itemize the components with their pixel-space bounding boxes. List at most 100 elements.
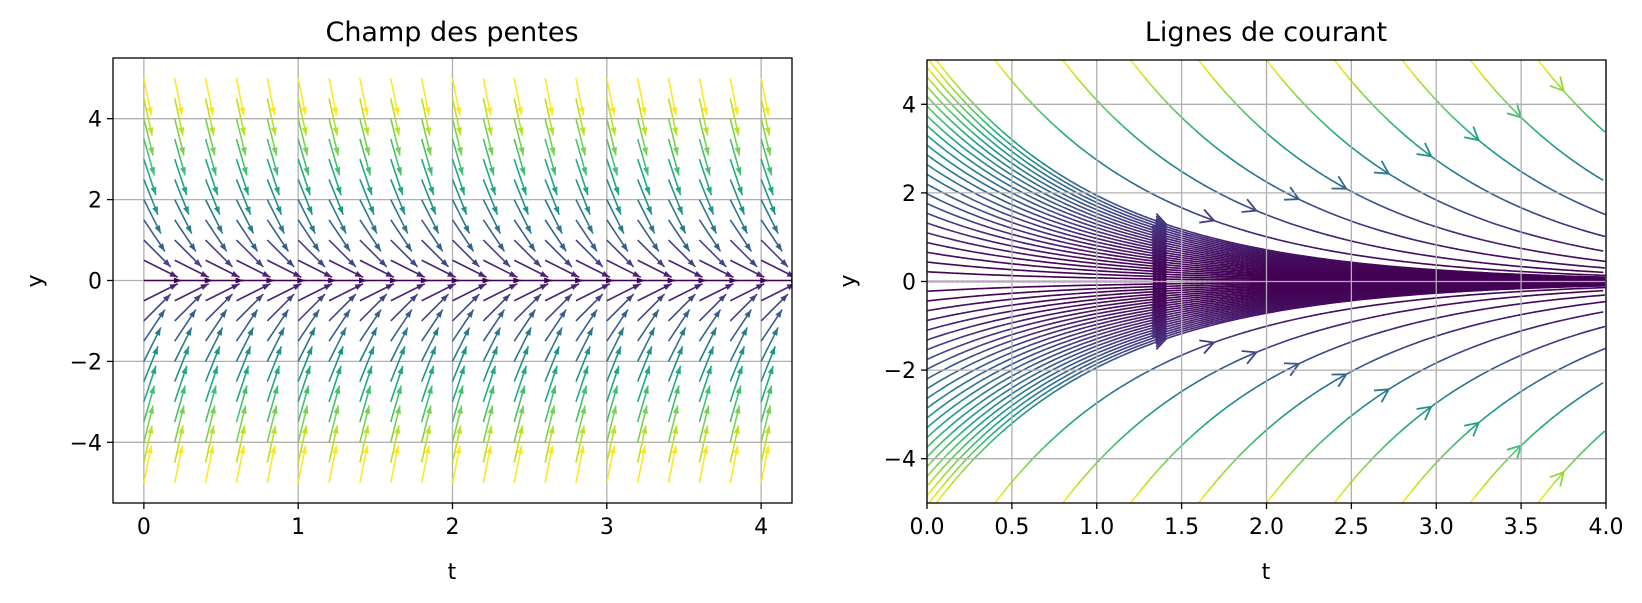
- slope-arrow: [544, 138, 557, 176]
- slope-arrow: [729, 219, 753, 252]
- streamline-segment: [1038, 314, 1045, 318]
- streamline-segment: [1297, 301, 1305, 305]
- streamline-segment: [1038, 324, 1045, 328]
- streamline-segment: [1297, 305, 1305, 308]
- slope-arrow: [606, 78, 616, 116]
- streamline-segment: [1073, 308, 1081, 311]
- streamline-segment: [987, 346, 995, 351]
- streamline-segment: [1038, 373, 1045, 379]
- streamline-segment: [1022, 371, 1030, 376]
- streamline-segment: [977, 244, 984, 248]
- streamline-segment: [1022, 334, 1030, 338]
- streamline-segment: [1124, 333, 1132, 337]
- streamline-segment: [997, 299, 1005, 302]
- slope-arrow: [760, 284, 792, 302]
- slope-arrow: [760, 309, 783, 342]
- slope-arrow: [544, 346, 560, 382]
- streamline-segment: [1185, 313, 1193, 317]
- slope-arrow: [606, 158, 620, 196]
- streamline-segment: [1033, 244, 1040, 248]
- slope-arrow: [698, 239, 727, 268]
- streamline-segment: [1262, 301, 1269, 304]
- streamline-segment: [1058, 262, 1066, 265]
- streamline-segment: [1063, 254, 1071, 258]
- streamline-segment: [946, 364, 954, 369]
- streamline-segment: [1175, 313, 1183, 316]
- streamline-segment: [1109, 312, 1117, 316]
- streamline-segment: [1012, 309, 1020, 312]
- streamline-segment: [1272, 310, 1280, 313]
- streamline-segment: [1033, 254, 1040, 258]
- streamline-segment: [1119, 341, 1127, 345]
- streamline-segment: [1114, 355, 1122, 360]
- streamline-segment: [1002, 383, 1010, 388]
- streamline-segment: [972, 213, 979, 218]
- slope-arrow: [729, 445, 740, 483]
- slope-arrow: [204, 219, 228, 252]
- slope-arrow: [606, 327, 625, 362]
- streamline-segment: [1063, 314, 1071, 317]
- streamline-segment: [1287, 307, 1295, 311]
- slope-arrow: [760, 365, 774, 403]
- streamline-segment: [1282, 299, 1290, 302]
- streamline-segment: [1104, 343, 1112, 348]
- streamline-segment: [1109, 303, 1117, 306]
- slope-arrow: [513, 385, 526, 423]
- slope-arrow: [328, 179, 344, 215]
- streamline-segment: [1231, 313, 1239, 317]
- slope-arrow: [636, 179, 653, 215]
- streamline-segment: [1022, 355, 1030, 360]
- streamline-segment: [1236, 301, 1244, 305]
- slope-arrow: [699, 283, 734, 302]
- slope-arrow: [420, 405, 432, 443]
- streamline-segment: [1333, 297, 1341, 300]
- streamline-segment: [1145, 304, 1152, 307]
- streamline-segment: [1038, 305, 1045, 308]
- streamline-segment: [992, 214, 1000, 219]
- streamline-segment: [1247, 302, 1254, 305]
- streamline-segment: [1180, 327, 1188, 331]
- slope-arrow: [173, 118, 185, 156]
- slope-arrow: [606, 118, 618, 156]
- streamline-segment: [1038, 378, 1045, 384]
- streamline-segment: [1017, 246, 1025, 250]
- slope-arrow: [729, 346, 746, 382]
- streamline-segment: [927, 202, 933, 207]
- streamline-segment: [1272, 304, 1280, 307]
- slope-arrow: [729, 365, 744, 403]
- streamline-segment: [1104, 297, 1112, 300]
- streamline-segment: [1196, 325, 1203, 329]
- streamline-segment: [1043, 394, 1051, 400]
- streamline-segment: [1140, 337, 1147, 341]
- y-tick-label: 0: [88, 270, 102, 295]
- slope-arrow: [637, 309, 660, 342]
- streamline-segment: [1231, 302, 1239, 305]
- streamline-segment: [1145, 319, 1152, 323]
- streamline-segment: [1241, 299, 1249, 303]
- slope-arrow: [359, 179, 375, 215]
- streamline-segment: [1012, 382, 1020, 388]
- streamline-segment: [1022, 403, 1030, 410]
- slope-arrow: [482, 346, 499, 382]
- slope-arrow: [143, 309, 166, 342]
- streamline-segment: [1241, 305, 1249, 309]
- streamline-segment: [1236, 314, 1244, 317]
- slope-arrow: [760, 78, 770, 116]
- streamline-segment: [1033, 331, 1040, 335]
- streamline-segment: [997, 423, 1005, 430]
- streamline-segment: [1048, 252, 1056, 255]
- streamline-segment: [931, 252, 938, 255]
- streamline-segment: [1206, 315, 1213, 318]
- slope-arrow: [667, 293, 696, 322]
- streamline-segment: [1033, 305, 1040, 309]
- streamline-segment: [1191, 324, 1198, 328]
- streamline-segment: [1221, 307, 1229, 310]
- streamline-segment: [1068, 301, 1076, 304]
- streamline-segment: [1114, 352, 1122, 357]
- streamline-segment: [1058, 341, 1066, 345]
- streamline-segment: [956, 422, 964, 429]
- streamline-segment: [1267, 309, 1275, 313]
- slope-arrow: [266, 199, 286, 234]
- streamline-segment: [1196, 298, 1203, 301]
- slope-arrow: [266, 138, 279, 176]
